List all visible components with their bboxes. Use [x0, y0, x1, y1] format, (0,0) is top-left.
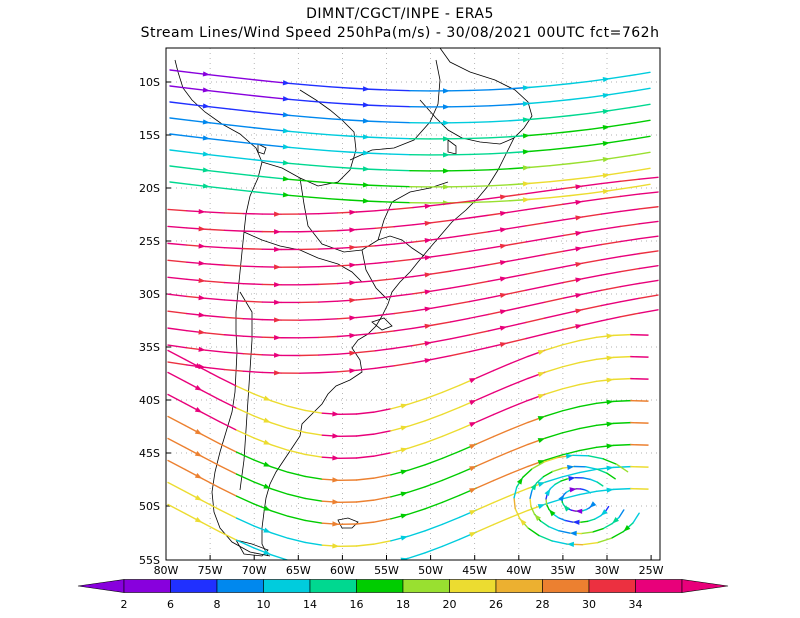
colorbar-box	[170, 579, 218, 593]
colorbar-label: 8	[214, 598, 221, 611]
colorbar-label: 16	[350, 598, 364, 611]
lat-label: 55S	[139, 554, 160, 567]
longitude-labels: 80W 75W 70W 65W 60W 55W 50W 45W 40W 35W 30W 25W	[154, 564, 664, 577]
colorbar-box	[542, 579, 590, 593]
lat-label: 20S	[139, 182, 160, 195]
lon-label: 60W	[330, 564, 355, 577]
lon-label: 30W	[595, 564, 620, 577]
lon-label: 75W	[198, 564, 223, 577]
colorbar-box	[588, 579, 636, 593]
lon-label: 25W	[639, 564, 664, 577]
lon-label: 35W	[550, 564, 575, 577]
colorbar-box	[635, 579, 683, 593]
latitude-labels: 10S 15S 20S 25S 30S 35S 40S 45S 50S 55S	[139, 76, 160, 567]
lon-label: 50W	[418, 564, 443, 577]
colorbar-label: 28	[536, 598, 550, 611]
colorbar-label: 34	[629, 598, 643, 611]
colorbar-label: 30	[582, 598, 596, 611]
colorbar-box	[309, 579, 357, 593]
lat-label: 35S	[139, 341, 160, 354]
colorbar-label: 10	[257, 598, 271, 611]
lon-label: 45W	[462, 564, 487, 577]
colorbar-label: 18	[396, 598, 410, 611]
lat-label: 10S	[139, 76, 160, 89]
colorbar-box	[356, 579, 404, 593]
colorbar-label: 14	[303, 598, 317, 611]
streamlines	[167, 69, 659, 560]
colorbar-box	[263, 579, 311, 593]
colorbar-label: 20	[443, 598, 457, 611]
colorbar-box	[495, 579, 543, 593]
chart-title-line-2: Stream Lines/Wind Speed 250hPa(m/s) - 30…	[140, 25, 660, 41]
lat-label: 45S	[139, 447, 160, 460]
colorbar-box	[216, 579, 264, 593]
lon-label: 70W	[242, 564, 267, 577]
lon-label: 65W	[286, 564, 311, 577]
lat-label: 50S	[139, 500, 160, 513]
colorbar-max-triangle	[681, 579, 729, 593]
colorbar-min-triangle	[77, 579, 125, 593]
colorbar-label: 2	[121, 598, 128, 611]
lat-label: 30S	[139, 288, 160, 301]
colorbar-label: 26	[489, 598, 503, 611]
chart-title-line-1: DIMNT/CGCT/INPE - ERA5	[306, 6, 494, 22]
lon-label: 80W	[154, 564, 179, 577]
colorbar-label: 6	[167, 598, 174, 611]
plot-frame	[165, 47, 661, 561]
lat-label: 40S	[139, 394, 160, 407]
lon-label: 40W	[506, 564, 531, 577]
colorbar-box	[123, 579, 171, 593]
colorbar-box	[449, 579, 497, 593]
lat-label: 15S	[139, 129, 160, 142]
lon-label: 55W	[374, 564, 399, 577]
colorbar-box	[402, 579, 450, 593]
lat-label: 25S	[139, 235, 160, 248]
